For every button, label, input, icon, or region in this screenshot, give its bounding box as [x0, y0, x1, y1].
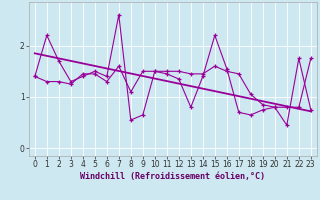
X-axis label: Windchill (Refroidissement éolien,°C): Windchill (Refroidissement éolien,°C)	[80, 172, 265, 181]
